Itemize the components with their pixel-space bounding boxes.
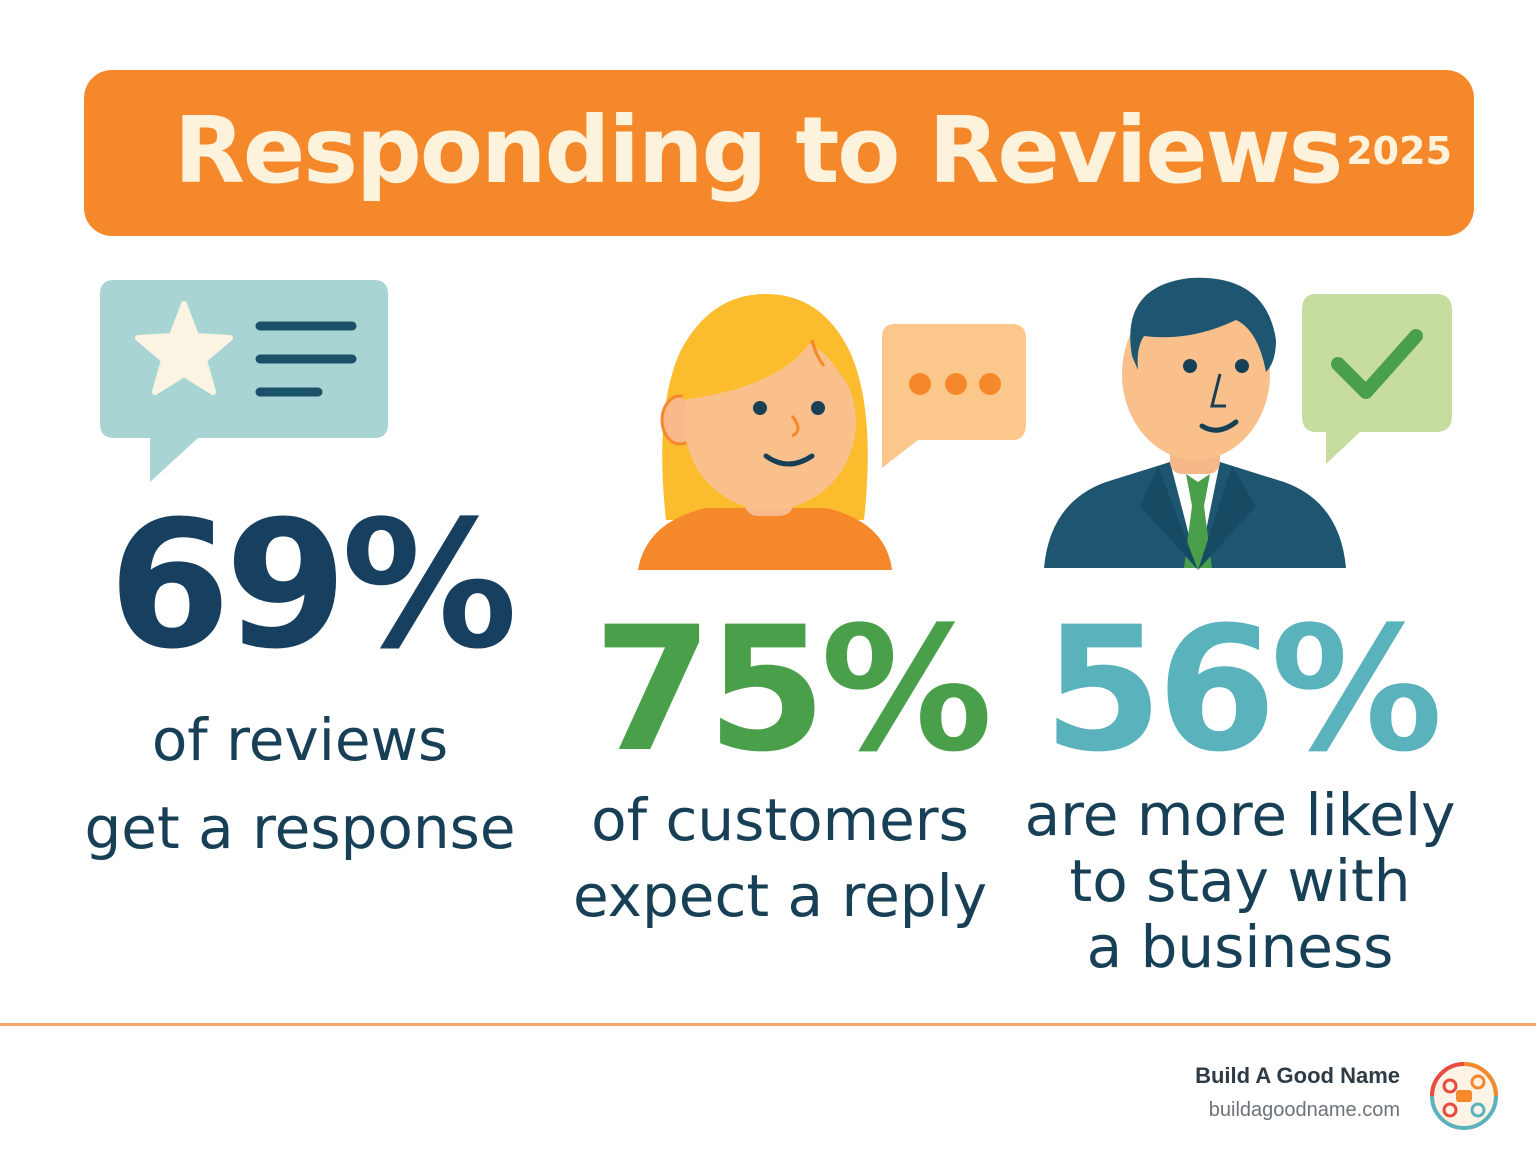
stat-caption-line: expect a reply: [572, 862, 988, 930]
title-banner: Responding to Reviews 2025: [84, 70, 1474, 236]
stat-value-retention: 56%: [1043, 589, 1443, 790]
businessman-avatar-icon: [1044, 277, 1346, 570]
typing-bubble-icon: [882, 324, 1026, 468]
stat-caption-customers: of customers expect a reply: [560, 782, 1000, 934]
check-bubble-icon: [1302, 294, 1452, 464]
page-title: Responding to Reviews: [174, 97, 1343, 204]
stat-value-customers: 75%: [593, 589, 993, 790]
stat-caption-line: a business: [1086, 913, 1394, 981]
stat-caption-line: of reviews: [151, 706, 449, 774]
footer-divider: [0, 1023, 1536, 1026]
stat-caption-line: to stay with: [1069, 847, 1411, 915]
year-label: 2025: [1346, 129, 1452, 173]
stat-caption-reviews: of reviews get a response: [60, 696, 540, 872]
stat-caption-retention: are more likely to stay with a business: [1020, 782, 1460, 980]
stat-value-reviews: 69%: [108, 483, 517, 688]
brand-logo-icon: [1430, 1062, 1498, 1130]
woman-avatar-icon: [638, 294, 892, 570]
brand-name: Build A Good Name: [1195, 1063, 1400, 1088]
stat-caption-line: get a response: [84, 794, 516, 862]
stat-caption-line: of customers: [591, 786, 969, 854]
stat-caption-line: are more likely: [1024, 781, 1456, 849]
brand-url[interactable]: buildagoodname.com: [1208, 1099, 1400, 1121]
review-bubble-star-icon: [100, 280, 388, 482]
